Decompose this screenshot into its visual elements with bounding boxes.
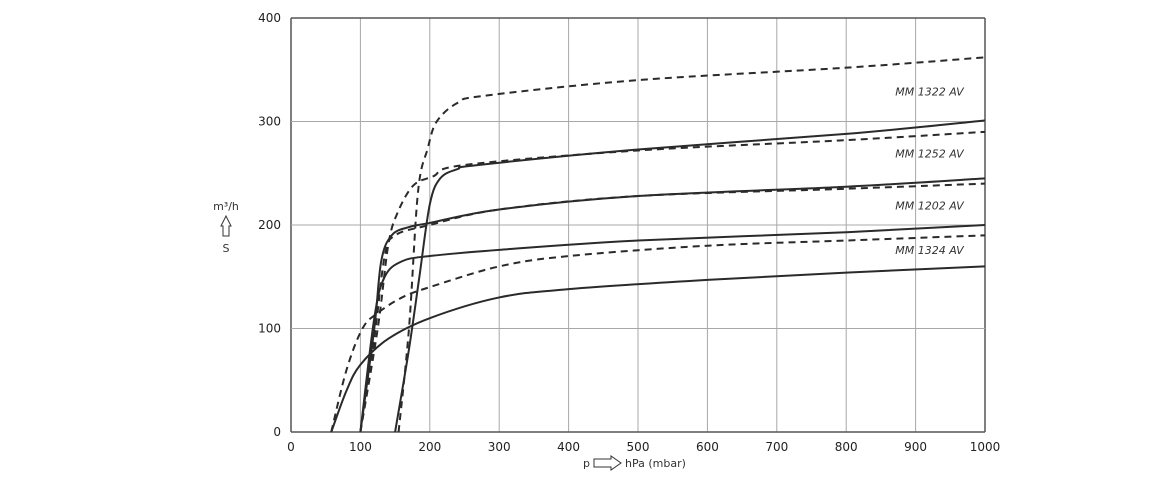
x-tick-label: 700 — [765, 440, 788, 454]
series-line-dashed-1 — [397, 56, 986, 433]
x-tick-label: 600 — [696, 440, 719, 454]
x-tick-label: 900 — [904, 440, 927, 454]
curve-labels: MM 1322 AV MM 1252 AV MM 1202 AV MM 1324 AV — [895, 86, 965, 257]
series-line-dashed-3 — [359, 130, 986, 433]
x-tick-label: 500 — [627, 440, 650, 454]
y-tick-label: 200 — [258, 218, 281, 232]
x-symbol-label: p — [583, 457, 590, 470]
series-line-solid-2 — [359, 177, 986, 433]
series-line-solid-4 — [359, 224, 986, 433]
y-axis-label: m³/h S — [213, 200, 239, 255]
x-tick-label: 400 — [557, 440, 580, 454]
x-axis-label: p hPa (mbar) — [583, 455, 686, 471]
grid — [290, 17, 986, 433]
x-unit-label: hPa (mbar) — [625, 457, 686, 470]
y-tick-label: 300 — [258, 115, 281, 129]
y-tick-label: 400 — [258, 11, 281, 25]
x-tick-label: 0 — [287, 440, 295, 454]
series-group — [330, 56, 986, 433]
up-arrow-icon — [220, 214, 232, 237]
y-unit-label: m³/h — [213, 200, 239, 213]
y-symbol-label: S — [223, 242, 230, 255]
series-line-dashed-5 — [359, 182, 986, 433]
x-tick-label: 100 — [349, 440, 372, 454]
curve-label: MM 1252 AV — [895, 148, 965, 161]
right-arrow-icon — [593, 455, 622, 471]
y-tick-label: 100 — [258, 322, 281, 336]
y-tick-label: 0 — [273, 425, 281, 439]
series-line-dashed-7 — [330, 234, 986, 433]
x-tick-label: 1000 — [970, 440, 1001, 454]
x-tick-label: 200 — [418, 440, 441, 454]
y-tick-labels: 0 100 200 300 400 — [258, 11, 281, 439]
curve-label: MM 1324 AV — [895, 244, 965, 257]
curve-label: MM 1322 AV — [895, 86, 965, 99]
x-tick-label: 300 — [488, 440, 511, 454]
x-tick-labels: 0 100 200 300 400 500 600 700 800 900 1000 — [287, 440, 1000, 454]
series-line-solid-6 — [330, 265, 986, 433]
x-tick-label: 800 — [835, 440, 858, 454]
curve-label: MM 1202 AV — [895, 199, 965, 212]
series-line-solid-0 — [394, 119, 986, 433]
